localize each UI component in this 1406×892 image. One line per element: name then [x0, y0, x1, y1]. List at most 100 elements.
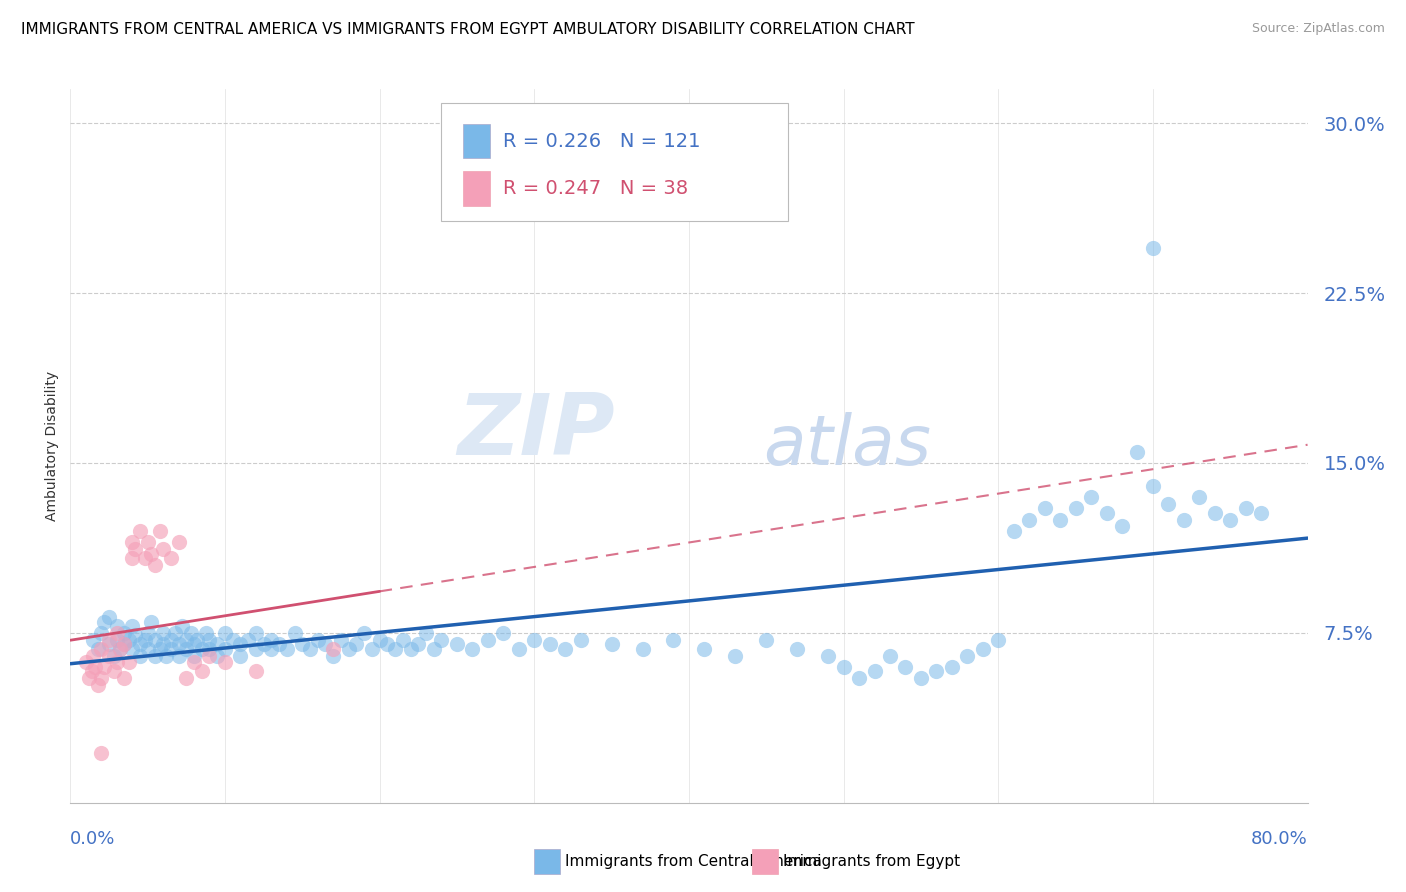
Point — [508, 641, 530, 656]
Point — [1250, 506, 1272, 520]
Text: 0.0%: 0.0% — [70, 830, 115, 848]
Point — [186, 632, 208, 647]
FancyBboxPatch shape — [463, 124, 489, 159]
Point — [167, 535, 190, 549]
Text: Source: ZipAtlas.com: Source: ZipAtlas.com — [1251, 22, 1385, 36]
Point — [145, 632, 166, 647]
Point — [124, 542, 146, 557]
Point — [368, 632, 391, 647]
Point — [1173, 513, 1195, 527]
Point — [569, 632, 592, 647]
Point — [136, 535, 159, 549]
Point — [879, 648, 901, 663]
Point — [260, 632, 283, 647]
Point — [361, 641, 384, 656]
Point — [191, 665, 214, 679]
Point — [214, 626, 236, 640]
Point — [118, 656, 141, 670]
Point — [136, 641, 159, 656]
Point — [160, 551, 183, 566]
Point — [191, 641, 214, 656]
Point — [322, 648, 344, 663]
Point — [87, 678, 110, 692]
Point — [82, 632, 105, 647]
Point — [160, 632, 183, 647]
Point — [408, 637, 430, 651]
Point — [139, 547, 162, 561]
Point — [108, 641, 131, 656]
Point — [724, 648, 747, 663]
Point — [98, 637, 120, 651]
Point — [260, 641, 283, 656]
FancyBboxPatch shape — [441, 103, 787, 221]
Point — [384, 641, 406, 656]
Point — [337, 641, 360, 656]
Point — [276, 641, 298, 656]
Point — [755, 632, 778, 647]
Point — [399, 641, 422, 656]
Point — [786, 641, 808, 656]
Point — [121, 619, 143, 633]
Point — [207, 637, 229, 651]
Point — [832, 660, 855, 674]
Point — [863, 665, 886, 679]
Point — [174, 641, 197, 656]
Point — [114, 671, 135, 685]
Point — [245, 665, 267, 679]
Point — [183, 648, 205, 663]
Point — [1188, 490, 1211, 504]
Point — [198, 648, 221, 663]
Point — [817, 648, 839, 663]
Point — [90, 746, 112, 760]
Point — [105, 656, 128, 670]
Point — [1002, 524, 1025, 538]
Point — [1095, 506, 1118, 520]
Point — [124, 628, 146, 642]
Point — [129, 648, 152, 663]
FancyBboxPatch shape — [463, 171, 489, 205]
Point — [129, 637, 152, 651]
Point — [134, 551, 156, 566]
Y-axis label: Ambulatory Disability: Ambulatory Disability — [45, 371, 59, 521]
Point — [392, 632, 415, 647]
Point — [538, 637, 561, 651]
Point — [446, 637, 468, 651]
Point — [114, 637, 135, 651]
Point — [174, 671, 197, 685]
Point — [910, 671, 932, 685]
Text: ZIP: ZIP — [457, 390, 614, 474]
Point — [1234, 501, 1257, 516]
Point — [75, 656, 97, 670]
Point — [693, 641, 716, 656]
Point — [183, 637, 205, 651]
Point — [103, 648, 125, 663]
Point — [523, 632, 546, 647]
Point — [662, 632, 685, 647]
Point — [253, 637, 276, 651]
Text: atlas: atlas — [763, 412, 931, 480]
Point — [90, 641, 112, 656]
Point — [93, 615, 115, 629]
Point — [291, 637, 314, 651]
Point — [90, 671, 112, 685]
Point — [103, 665, 125, 679]
Point — [346, 637, 368, 651]
Point — [198, 641, 221, 656]
Point — [1049, 513, 1071, 527]
Point — [245, 641, 267, 656]
Point — [118, 632, 141, 647]
Point — [377, 637, 399, 651]
Point — [149, 641, 172, 656]
Point — [90, 626, 112, 640]
Point — [1142, 241, 1164, 255]
Point — [229, 637, 252, 651]
Point — [315, 637, 337, 651]
Point — [121, 551, 143, 566]
Point — [461, 641, 484, 656]
Point — [415, 626, 437, 640]
Point — [145, 648, 166, 663]
Point — [121, 535, 143, 549]
Point — [330, 632, 353, 647]
Point — [98, 632, 120, 647]
Point — [848, 671, 870, 685]
